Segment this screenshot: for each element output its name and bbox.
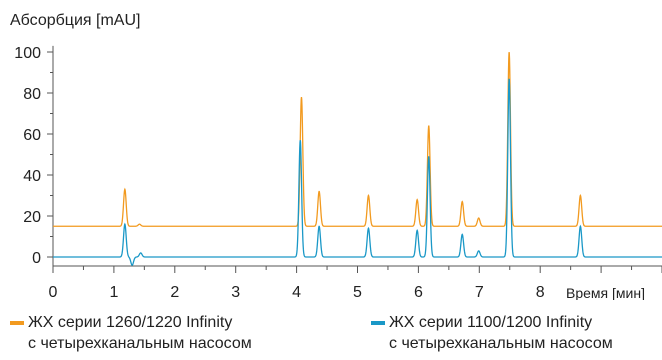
legend-swatch-orange <box>10 320 24 325</box>
x-axis-title: Время [мин] <box>566 285 645 300</box>
x-tick-label: 2 <box>170 284 179 300</box>
x-tick-label: 5 <box>353 284 362 300</box>
legend-series-2: ЖХ серии 1100/1200 Infinity с четырехкан… <box>371 312 613 354</box>
y-axis: 0 20 40 60 80 100 <box>14 45 54 268</box>
y-tick-label: 40 <box>23 168 41 185</box>
x-tick-label: 4 <box>292 284 301 300</box>
series-layer <box>53 52 662 266</box>
legend-sublabel-2: с четырехканальным насосом <box>389 335 613 352</box>
legend-swatch-blue <box>371 320 385 325</box>
x-tick-label: 0 <box>49 284 58 300</box>
series-line-1 <box>53 52 662 227</box>
y-tick-label: 20 <box>23 209 41 226</box>
legend-series-1: ЖХ серии 1260/1220 Infinity с четырехкан… <box>10 312 252 354</box>
x-tick-label: 7 <box>475 284 484 300</box>
x-tick-label: 8 <box>536 284 545 300</box>
legend-label-2: ЖХ серии 1100/1200 Infinity <box>389 314 593 331</box>
y-axis-title: Абсорбция [mAU] <box>10 12 140 29</box>
y-tick-label: 80 <box>23 86 41 103</box>
chromatogram-chart: Абсорбция [mAU] 0 20 40 60 80 100 0 1 2 3 4 5 6 7 8 В… <box>10 12 662 300</box>
x-tick-label: 1 <box>109 284 118 300</box>
series-line-2 <box>53 78 662 266</box>
x-axis: 0 1 2 3 4 5 6 7 8 <box>49 265 662 300</box>
y-tick-label: 60 <box>23 127 41 144</box>
y-tick-label: 100 <box>14 45 41 62</box>
y-tick-label: 0 <box>32 250 41 267</box>
x-tick-label: 3 <box>231 284 240 300</box>
legend-label-1: ЖХ серии 1260/1220 Infinity <box>28 314 233 331</box>
legend-sublabel-1: с четырехканальным насосом <box>28 335 252 352</box>
x-tick-label: 6 <box>414 284 423 300</box>
